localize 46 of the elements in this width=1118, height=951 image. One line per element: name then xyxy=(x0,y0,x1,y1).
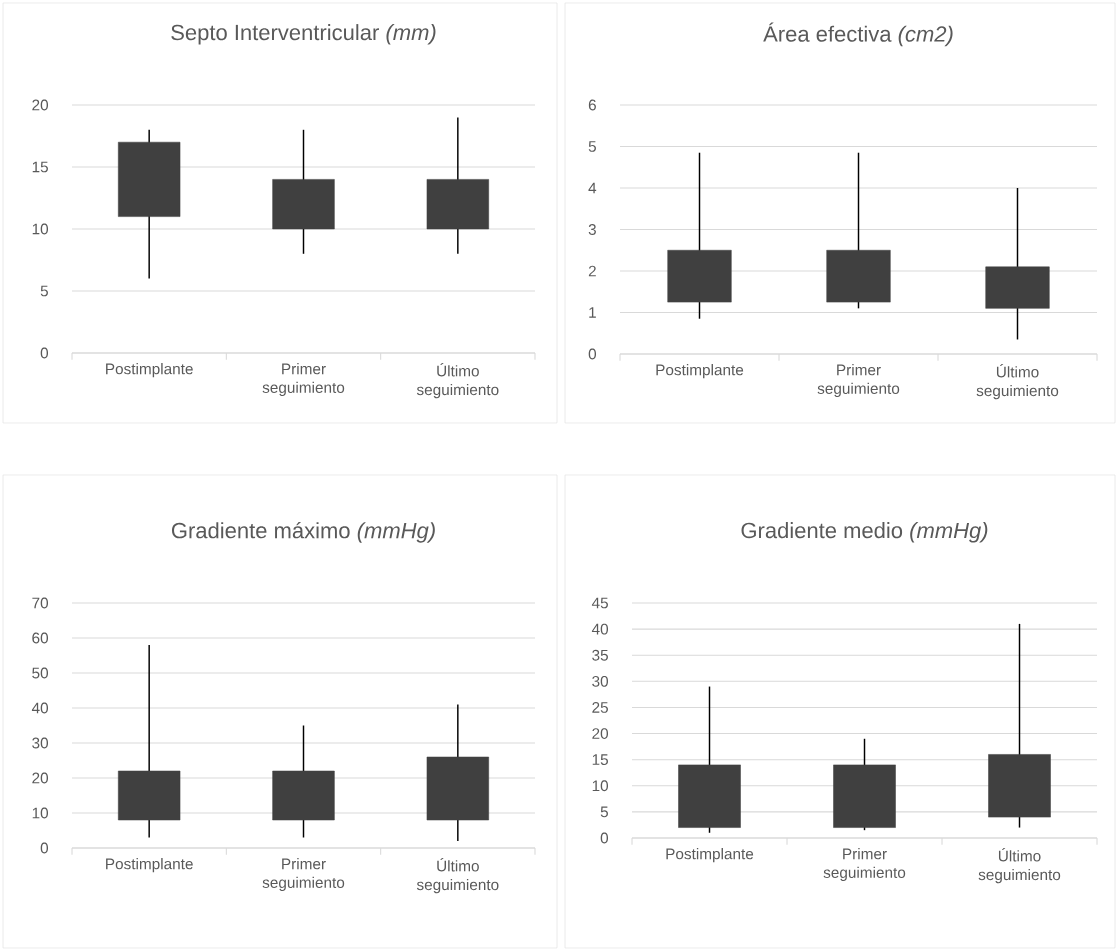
chart-title: Gradiente medio (mmHg) xyxy=(741,522,988,543)
y-tick-label: 70 xyxy=(32,597,49,609)
x-tick-label: Primer seguimiento xyxy=(262,363,345,396)
x-tick-label: Postimplante xyxy=(656,364,744,379)
x-tick-label: Primer seguimiento xyxy=(823,848,906,881)
y-tick-label: 35 xyxy=(592,649,608,661)
x-tick-label: Último seguimiento xyxy=(978,848,1061,884)
x-tick-label: Último seguimiento xyxy=(416,363,499,399)
chart-title: Gradiente máximo (mmHg) xyxy=(171,521,435,543)
x-tick-label: Primer seguimiento xyxy=(262,858,345,891)
y-tick-label: 40 xyxy=(591,623,609,635)
y-tick-label: 60 xyxy=(32,632,49,644)
y-tick-label: 0 xyxy=(40,347,49,359)
y-tick-label: 10 xyxy=(592,780,609,792)
y-tick-label: 20 xyxy=(592,728,609,739)
y-tick-label: 30 xyxy=(32,737,49,749)
x-tick-label: Postimplante xyxy=(106,363,193,378)
x-tick-label: Último seguimiento xyxy=(416,858,499,894)
y-tick-label: 15 xyxy=(592,754,608,766)
y-tick-label: 50 xyxy=(32,667,49,679)
y-tick-label: 4 xyxy=(588,182,597,194)
y-tick-label: 45 xyxy=(591,597,608,609)
y-tick-label: 2 xyxy=(588,265,596,277)
y-tick-label: 15 xyxy=(32,161,48,173)
y-tick-label: 0 xyxy=(40,842,49,854)
chart-title: Área efectiva (cm2) xyxy=(763,22,953,47)
y-tick-label: 3 xyxy=(588,224,596,235)
y-tick-label: 5 xyxy=(40,285,48,297)
x-tick-label: Primer seguimiento xyxy=(817,364,900,397)
x-tick-label: Postimplante xyxy=(666,848,754,863)
y-tick-label: 10 xyxy=(32,223,49,235)
x-tick-label: Postimplante xyxy=(106,858,193,873)
y-tick-label: 1 xyxy=(589,307,596,318)
y-tick-label: 5 xyxy=(600,806,608,818)
chart-title: Septo Interventricular (mm) xyxy=(171,24,436,45)
y-tick-label: 5 xyxy=(588,141,596,152)
y-tick-label: 6 xyxy=(588,99,596,111)
y-tick-label: 20 xyxy=(32,99,49,111)
y-tick-label: 20 xyxy=(32,772,49,784)
y-tick-label: 25 xyxy=(592,702,608,713)
y-tick-label: 30 xyxy=(592,675,609,687)
y-tick-label: 40 xyxy=(31,702,49,714)
y-tick-label: 0 xyxy=(588,348,597,360)
y-tick-label: 10 xyxy=(32,807,49,819)
x-tick-label: Último seguimiento xyxy=(976,364,1059,400)
y-tick-label: 0 xyxy=(600,832,609,844)
